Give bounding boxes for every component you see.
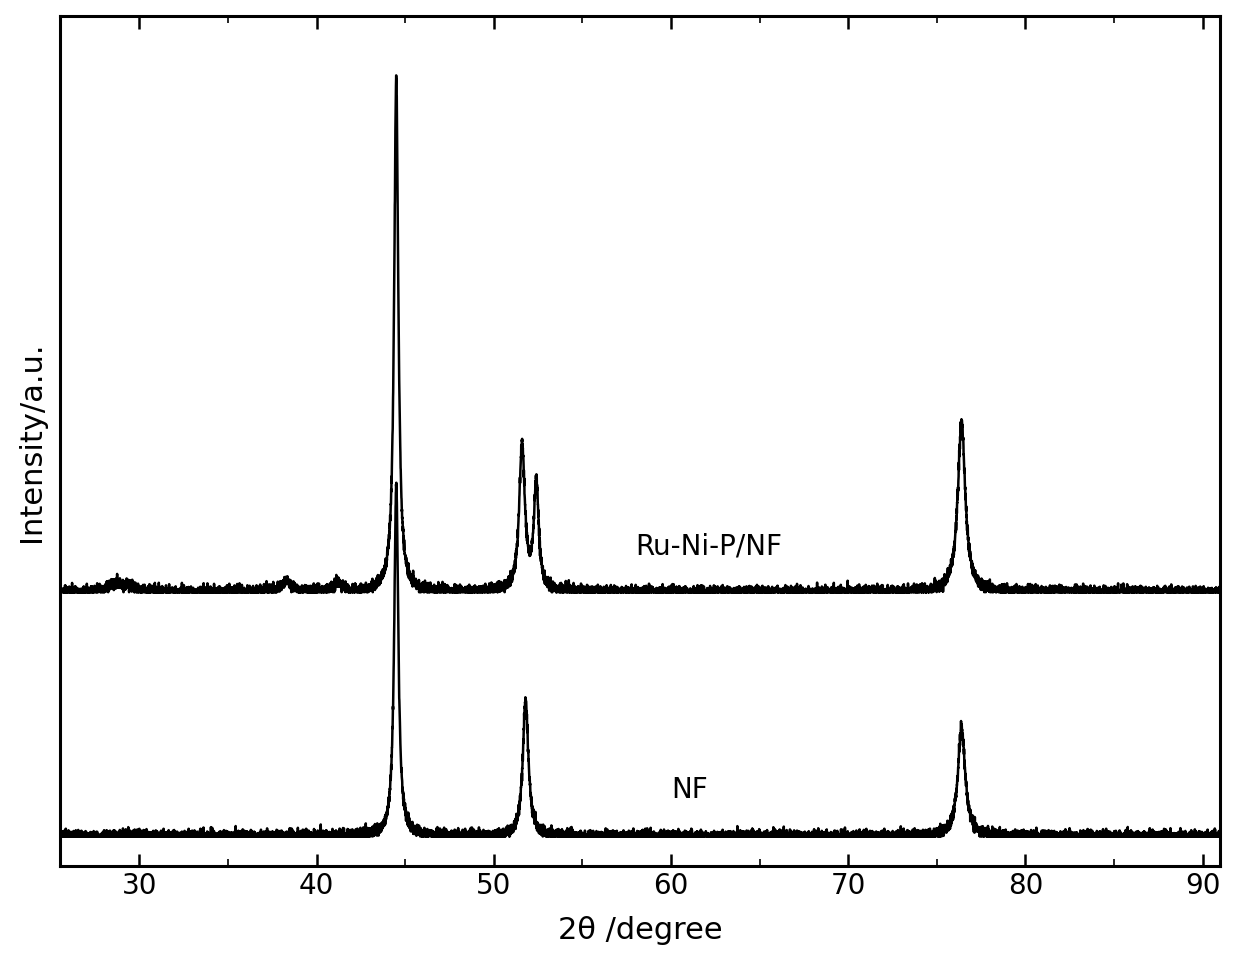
Text: Ru-Ni-P/NF: Ru-Ni-P/NF <box>635 531 782 559</box>
Y-axis label: Intensity/a.u.: Intensity/a.u. <box>16 341 46 541</box>
Text: NF: NF <box>671 776 708 803</box>
X-axis label: 2θ /degree: 2θ /degree <box>558 916 722 945</box>
